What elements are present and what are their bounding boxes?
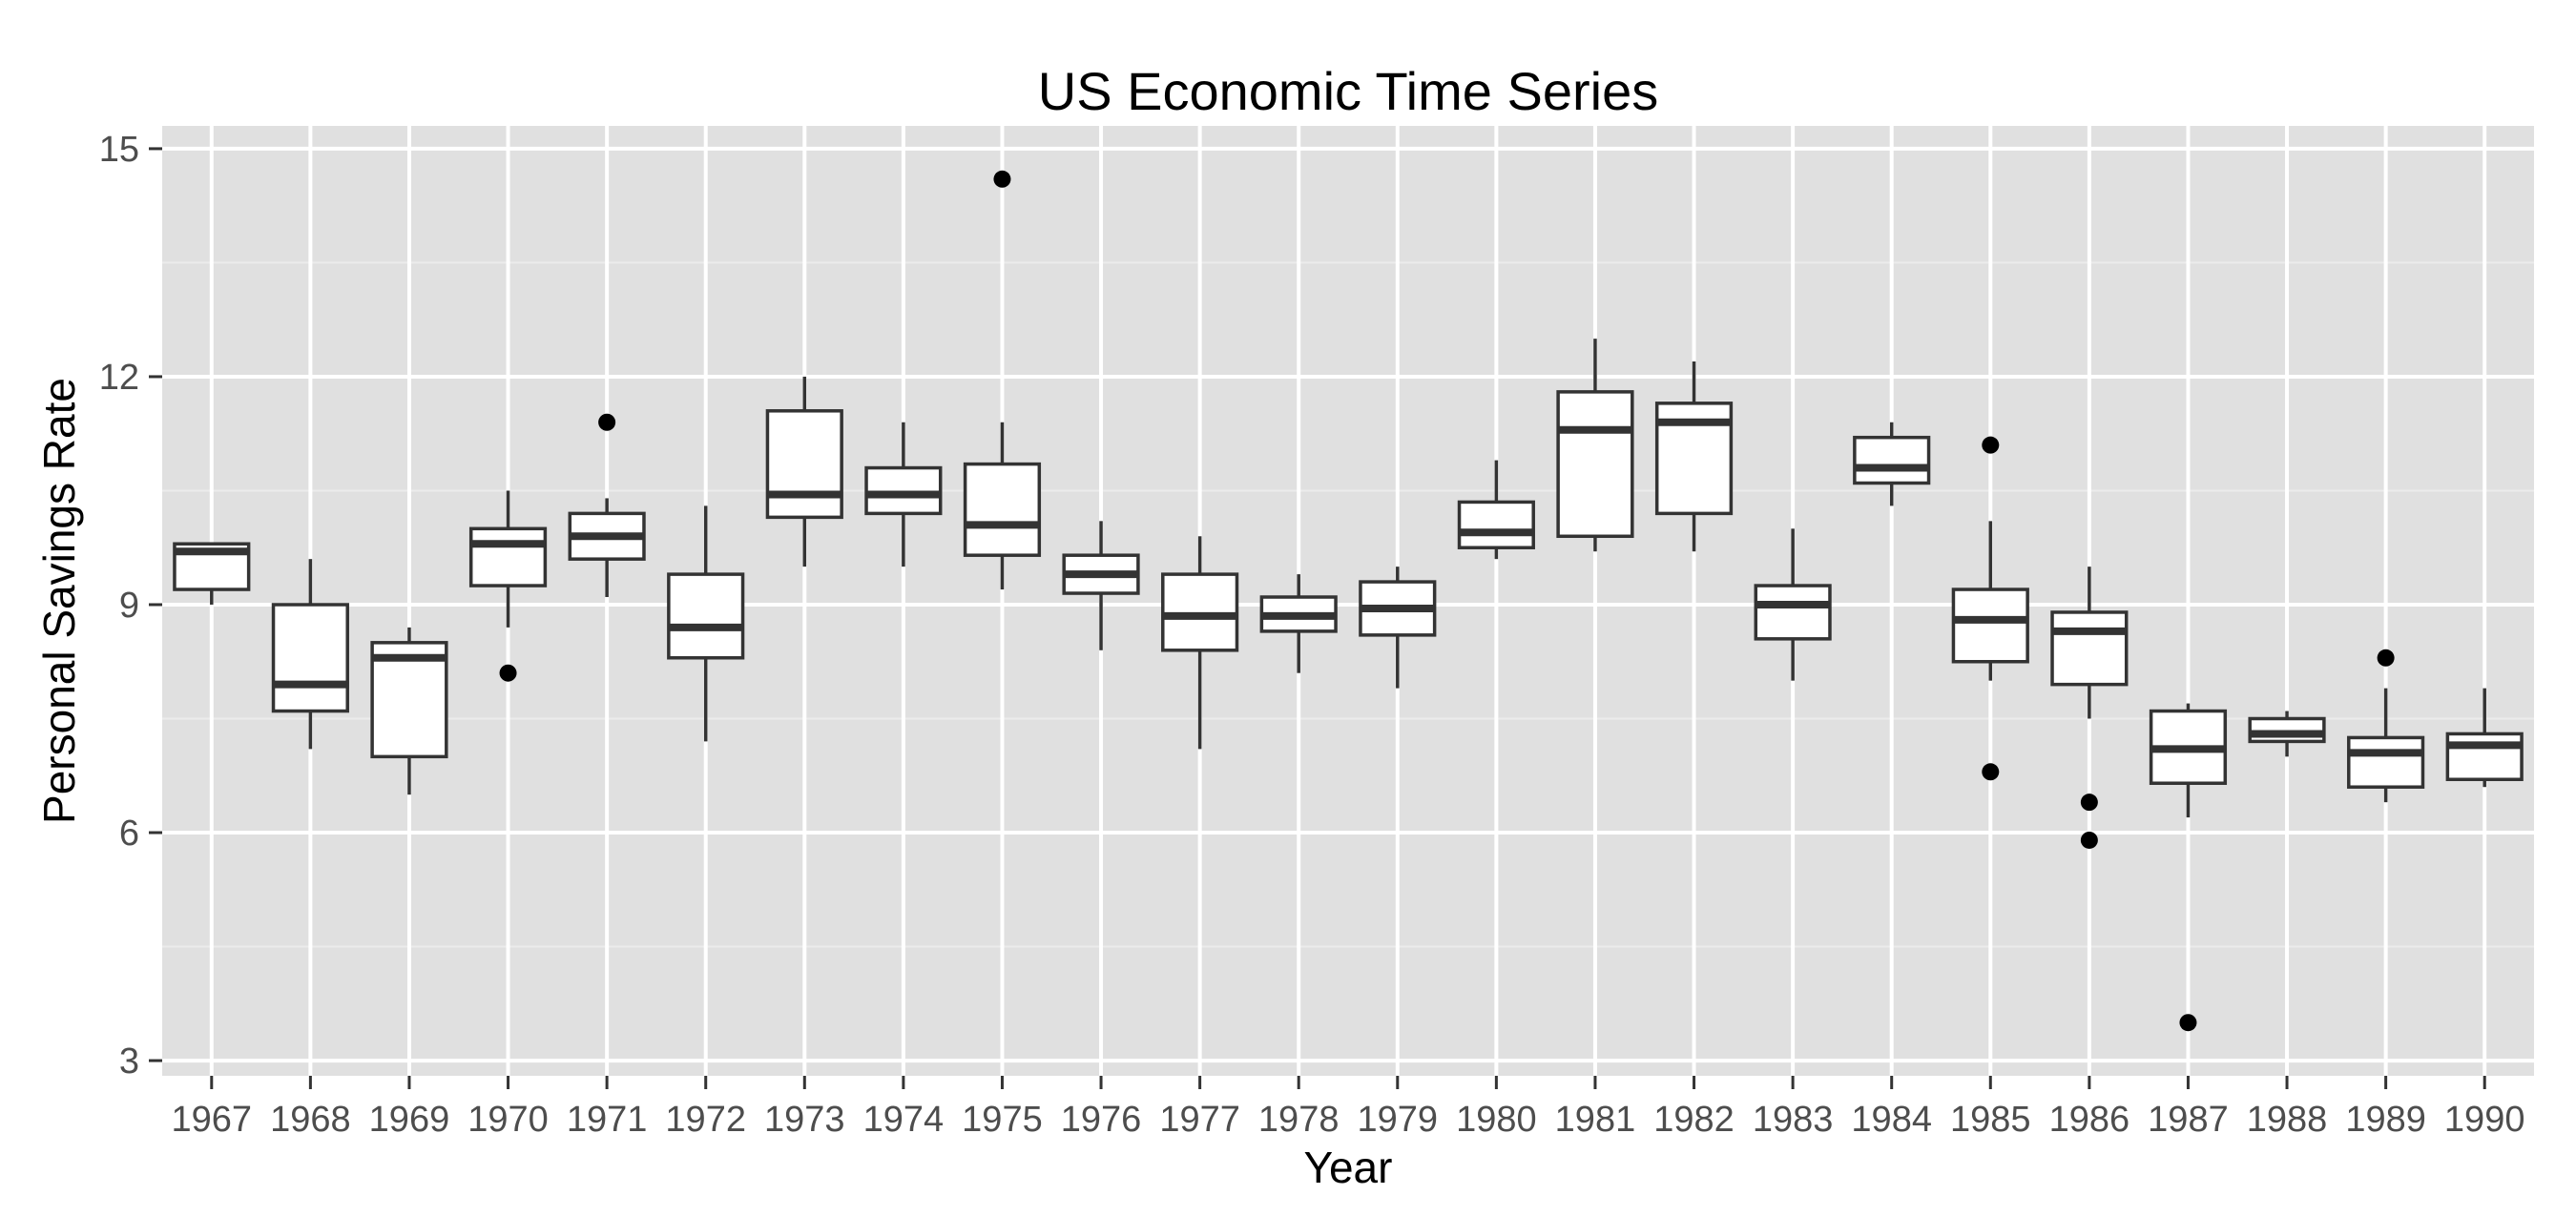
box-iqr	[1556, 390, 1634, 539]
x-tick-label: 1988	[2247, 1100, 2328, 1140]
outlier-point	[499, 664, 517, 682]
x-tick-label: 1971	[567, 1100, 648, 1140]
chart-title: US Economic Time Series	[1038, 61, 1658, 121]
box-iqr	[1853, 435, 1931, 485]
x-axis-title: Year	[1304, 1143, 1393, 1192]
box-1983	[1754, 528, 1832, 681]
y-tick-label: 6	[119, 814, 139, 854]
box-iqr	[1457, 500, 1535, 549]
box-iqr	[765, 409, 843, 520]
y-tick-label: 9	[119, 586, 139, 626]
outlier-point	[993, 170, 1011, 188]
y-tick-label: 12	[99, 358, 139, 398]
outlier-point	[598, 413, 616, 431]
x-tick-label: 1987	[2148, 1100, 2229, 1140]
x-tick-label: 1981	[1555, 1100, 1636, 1140]
box-iqr	[2445, 732, 2524, 781]
box-iqr	[1951, 587, 2029, 664]
box-1989	[2347, 649, 2425, 803]
y-tick-label: 15	[99, 130, 139, 170]
box-1979	[1359, 567, 1437, 689]
x-tick-label: 1980	[1456, 1100, 1537, 1140]
box-series	[173, 170, 2524, 1032]
box-1967	[173, 542, 251, 605]
x-tick-label: 1969	[369, 1100, 450, 1140]
x-tick-label: 1990	[2444, 1100, 2525, 1140]
box-1984	[1853, 422, 1931, 506]
x-tick-label: 1975	[962, 1100, 1043, 1140]
x-tick-label: 1976	[1061, 1100, 1142, 1140]
x-axis: 1967 1968 1969 1970 1971 1972 1973 1974 1975 1976…	[172, 1076, 2525, 1140]
box-1990	[2445, 688, 2524, 788]
y-axis: 3 6 9 12 15	[99, 130, 162, 1082]
outlier-point	[2179, 1014, 2197, 1032]
outlier-point	[1982, 763, 2000, 781]
box-iqr	[1754, 584, 1832, 641]
y-tick-label: 3	[119, 1041, 139, 1082]
x-tick-label: 1989	[2345, 1100, 2426, 1140]
x-tick-label: 1968	[270, 1100, 351, 1140]
box-1970	[468, 490, 548, 682]
x-tick-label: 1978	[1258, 1100, 1340, 1140]
box-iqr	[667, 572, 745, 660]
box-1977	[1161, 536, 1239, 750]
box-1973	[765, 376, 843, 567]
x-tick-label: 1983	[1753, 1100, 1834, 1140]
box-iqr	[468, 526, 548, 587]
box-1972	[667, 505, 745, 742]
box-1988	[2248, 711, 2326, 757]
x-tick-label: 1986	[2049, 1100, 2130, 1140]
box-iqr	[271, 603, 349, 713]
box-1975	[963, 170, 1042, 590]
box-1974	[864, 422, 943, 567]
outlier-point	[1982, 436, 2000, 454]
box-1987	[2149, 703, 2228, 1032]
box-1969	[370, 627, 448, 795]
outlier-point	[2080, 831, 2098, 849]
box-1980	[1457, 460, 1535, 560]
x-tick-label: 1974	[863, 1100, 945, 1140]
outlier-point	[2080, 793, 2098, 812]
x-tick-label: 1985	[1950, 1100, 2031, 1140]
x-tick-label: 1972	[665, 1100, 746, 1140]
x-tick-label: 1970	[467, 1100, 549, 1140]
box-1985	[1951, 436, 2029, 781]
x-tick-label: 1977	[1159, 1100, 1240, 1140]
grid-minor	[162, 261, 2534, 948]
x-tick-label: 1979	[1358, 1100, 1439, 1140]
box-1981	[1556, 339, 1634, 552]
box-1971	[568, 413, 646, 598]
box-1976	[1062, 521, 1140, 650]
box-1986	[2050, 567, 2129, 849]
x-tick-label: 1982	[1653, 1100, 1735, 1140]
box-1968	[271, 559, 349, 750]
x-tick-label: 1984	[1851, 1100, 1932, 1140]
box-iqr	[963, 462, 1042, 557]
plot-panel	[162, 126, 2534, 1076]
outlier-point	[2377, 649, 2395, 667]
x-tick-label: 1967	[172, 1100, 253, 1140]
x-tick-label: 1973	[764, 1100, 845, 1140]
y-axis-title: Personal Savings Rate	[34, 378, 84, 824]
box-iqr	[2050, 610, 2129, 687]
box-iqr	[2347, 735, 2425, 789]
box-1982	[1654, 361, 1734, 552]
box-1978	[1259, 574, 1338, 673]
